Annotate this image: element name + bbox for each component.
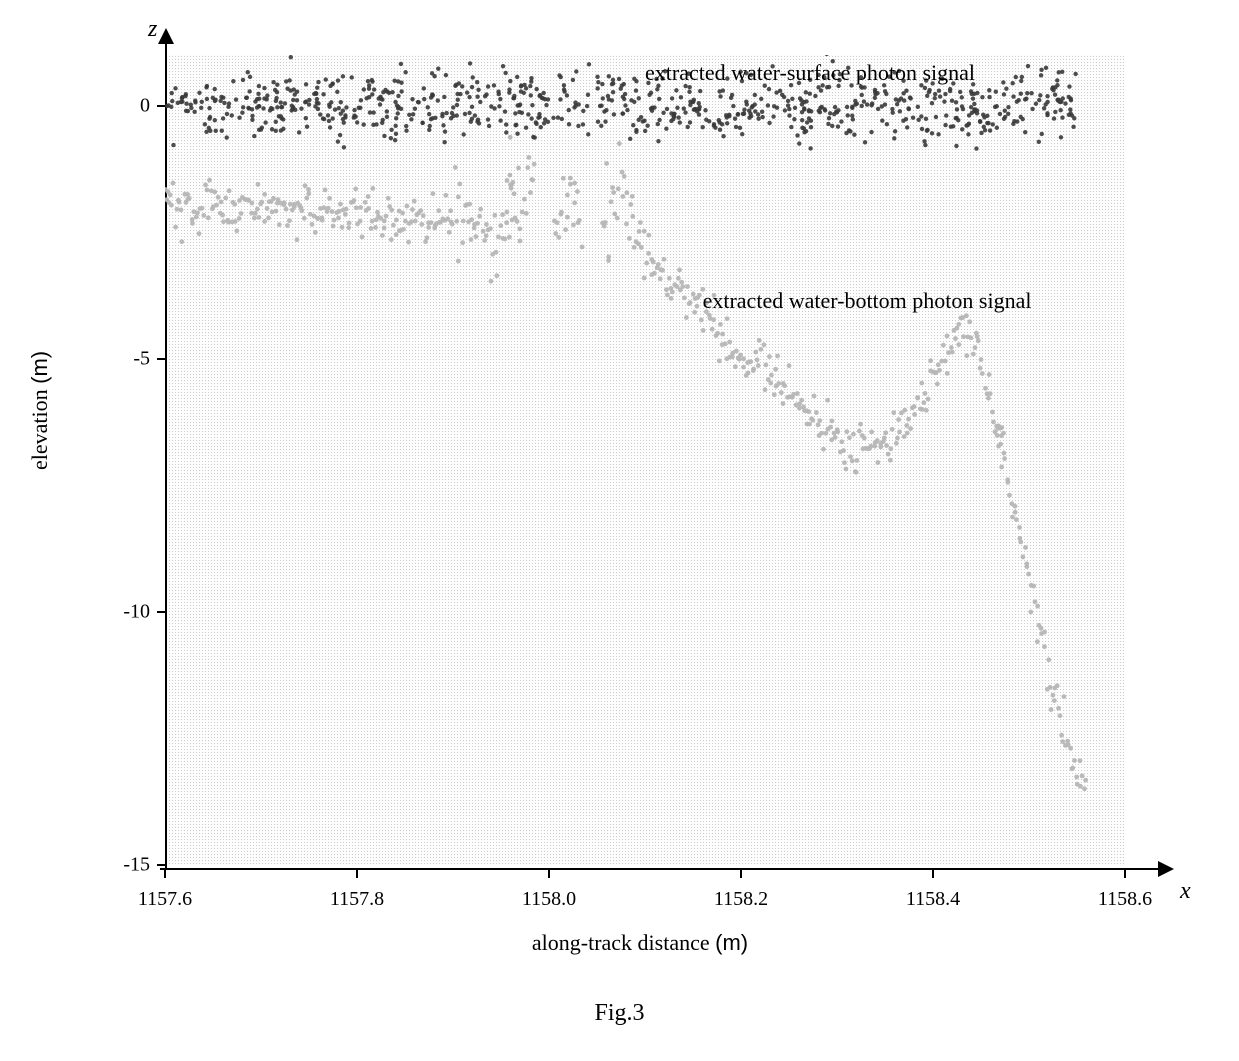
- y-tick-label: -15: [90, 854, 150, 877]
- chart-container: z x 0-5-10-15 1157.61157.81158.01158.211…: [40, 20, 1190, 920]
- x-tick: [1124, 868, 1126, 878]
- x-tick-label: 1157.8: [330, 888, 384, 911]
- x-tick-label: 1157.6: [138, 888, 192, 911]
- x-tick: [164, 868, 166, 878]
- y-tick-label: -10: [90, 600, 150, 623]
- y-axis-label-prefix: elevation: [27, 384, 52, 470]
- chart-annotation: extracted water-bottom photon signal: [703, 288, 1032, 314]
- x-axis-label-prefix: along-track distance: [532, 930, 715, 955]
- x-tick-label: 1158.6: [1098, 888, 1152, 911]
- y-axis-symbol: z: [148, 16, 157, 43]
- x-tick-label: 1158.0: [522, 888, 576, 911]
- y-axis-label: elevation (m): [27, 351, 53, 470]
- y-tick-label: -5: [90, 347, 150, 370]
- x-tick: [740, 868, 742, 878]
- x-tick-label: 1158.2: [714, 888, 768, 911]
- x-tick-label: 1158.4: [906, 888, 960, 911]
- figure-caption: Fig.3: [0, 1000, 1239, 1027]
- x-axis-arrow-icon: [1158, 861, 1174, 877]
- y-axis-arrow-icon: [158, 28, 174, 44]
- y-tick-label: 0: [90, 94, 150, 117]
- scatter-svg: [165, 55, 1125, 865]
- y-axis-unit: (m): [27, 351, 52, 384]
- x-axis-symbol: x: [1180, 878, 1191, 905]
- x-axis-line: [160, 868, 1160, 870]
- chart-annotation: extracted water-surface photon signal: [645, 60, 975, 86]
- x-tick: [356, 868, 358, 878]
- x-tick: [932, 868, 934, 878]
- x-tick: [548, 868, 550, 878]
- x-axis-label: along-track distance (m): [532, 930, 748, 956]
- x-axis-unit: (m): [715, 930, 748, 955]
- page: z x 0 -5 -10 -15 1157.6 1157.8 1158.0 1158.2 11…: [0, 0, 1239, 1061]
